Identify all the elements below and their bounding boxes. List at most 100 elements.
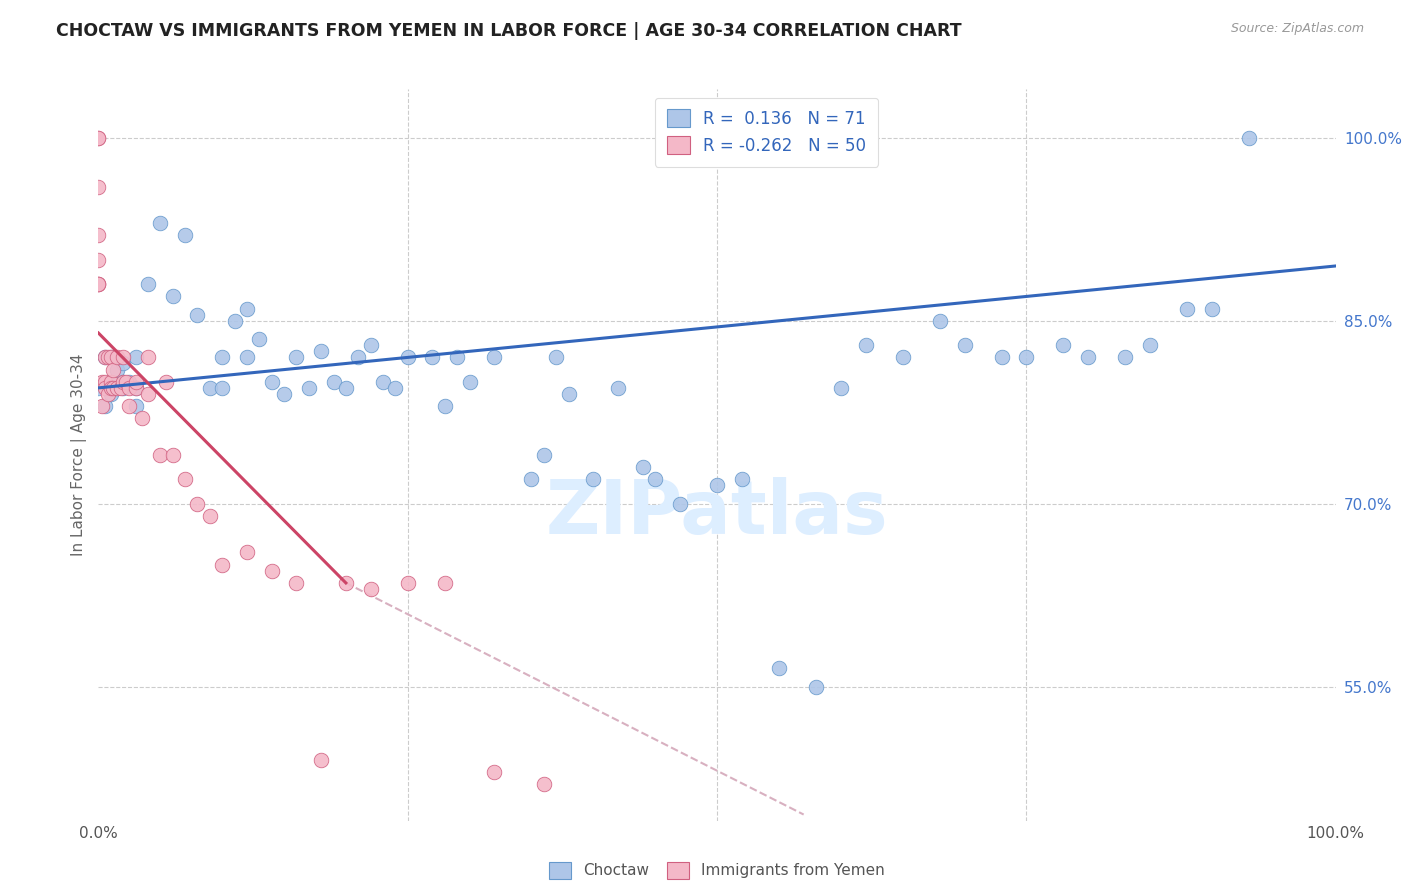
Point [198, 508, 221, 523]
Point [360, 338, 382, 352]
Point [644, 472, 666, 486]
Point [1201, 301, 1223, 316]
Point [124, 381, 146, 395]
Point [174, 228, 197, 243]
Point [731, 472, 754, 486]
Point [105, 381, 128, 395]
Point [87, 131, 110, 145]
Point [335, 381, 357, 395]
Point [484, 764, 506, 779]
Point [236, 545, 259, 559]
Point [198, 381, 221, 395]
Point [446, 351, 468, 365]
Point [236, 301, 259, 316]
Point [91, 375, 114, 389]
Point [118, 399, 141, 413]
Point [100, 375, 122, 389]
Point [484, 351, 506, 365]
Point [87, 277, 110, 292]
Point [87, 277, 110, 292]
Point [1015, 351, 1038, 365]
Point [273, 387, 295, 401]
Point [433, 399, 456, 413]
Point [285, 351, 308, 365]
Point [211, 351, 233, 365]
Point [582, 472, 605, 486]
Point [768, 661, 790, 675]
Point [186, 308, 208, 322]
Point [533, 448, 555, 462]
Point [706, 478, 728, 492]
Point [112, 375, 135, 389]
Point [118, 381, 141, 395]
Text: CHOCTAW VS IMMIGRANTS FROM YEMEN IN LABOR FORCE | AGE 30-34 CORRELATION CHART: CHOCTAW VS IMMIGRANTS FROM YEMEN IN LABO… [56, 22, 962, 40]
Point [830, 381, 852, 395]
Point [105, 381, 128, 395]
Point [131, 411, 153, 425]
Point [347, 351, 370, 365]
Point [433, 576, 456, 591]
Point [155, 375, 177, 389]
Point [1237, 131, 1260, 145]
Point [136, 351, 159, 365]
Point [87, 228, 110, 243]
Point [298, 381, 321, 395]
Point [891, 351, 914, 365]
Point [112, 381, 135, 395]
Point [124, 375, 146, 389]
Point [631, 460, 654, 475]
Point [87, 131, 110, 145]
Point [953, 338, 976, 352]
Point [384, 381, 406, 395]
Point [105, 362, 128, 376]
Point [124, 399, 146, 413]
Point [928, 314, 950, 328]
Point [186, 497, 208, 511]
Point [100, 387, 122, 401]
Point [458, 375, 481, 389]
Legend: Choctaw, Immigrants from Yemen: Choctaw, Immigrants from Yemen [541, 855, 893, 886]
Text: Source: ZipAtlas.com: Source: ZipAtlas.com [1230, 22, 1364, 36]
Point [990, 351, 1012, 365]
Point [100, 351, 122, 365]
Point [396, 576, 419, 591]
Point [97, 387, 120, 401]
Point [103, 381, 125, 395]
Point [93, 375, 115, 389]
Point [247, 332, 270, 346]
Point [371, 375, 394, 389]
Point [87, 277, 110, 292]
Point [112, 375, 135, 389]
Point [335, 576, 357, 591]
Point [396, 351, 419, 365]
Point [114, 375, 136, 389]
Point [1114, 351, 1136, 365]
Point [91, 399, 114, 413]
Point [87, 381, 110, 395]
Point [124, 381, 146, 395]
Y-axis label: In Labor Force | Age 30-34: In Labor Force | Age 30-34 [72, 353, 87, 557]
Point [1175, 301, 1198, 316]
Point [174, 472, 197, 486]
Point [557, 387, 579, 401]
Point [211, 558, 233, 572]
Point [1077, 351, 1099, 365]
Point [360, 582, 382, 596]
Point [124, 351, 146, 365]
Point [118, 375, 141, 389]
Point [1139, 338, 1161, 352]
Point [422, 351, 444, 365]
Point [149, 448, 172, 462]
Point [105, 351, 128, 365]
Point [855, 338, 877, 352]
Point [285, 576, 308, 591]
Point [162, 448, 184, 462]
Point [136, 387, 159, 401]
Point [100, 375, 122, 389]
Point [162, 289, 184, 303]
Point [97, 351, 120, 365]
Point [93, 381, 115, 395]
Point [103, 362, 125, 376]
Point [112, 351, 135, 365]
Point [546, 351, 568, 365]
